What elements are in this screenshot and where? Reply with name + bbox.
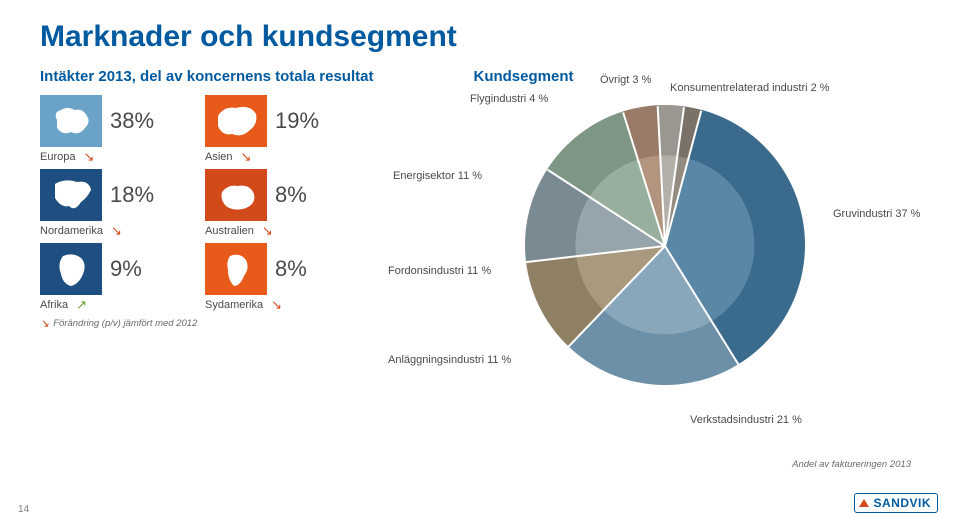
pie-slice-label: Anläggningsindustri 11 %	[388, 354, 511, 366]
region-label: Afrika	[40, 299, 68, 311]
region-tile	[40, 243, 102, 295]
regions-grid: 38%Europa↘19%Asien↘18%Nordamerika↘8%Aust…	[40, 95, 400, 330]
continent-icon	[212, 250, 260, 288]
region-tile	[205, 169, 267, 221]
trend-arrow-icon: ↘	[241, 149, 252, 165]
region-percent: 8%	[275, 256, 307, 282]
continent-icon	[47, 176, 95, 214]
trend-arrow-icon: ↘	[271, 297, 282, 313]
continent-icon	[47, 250, 95, 288]
region-label: Sydamerika	[205, 299, 263, 311]
brand-logo: SANDVIK	[854, 493, 938, 513]
pie-slice-label: Konsumentrelaterad industri 2 %	[670, 82, 830, 94]
trend-arrow-icon: ↘	[111, 223, 122, 239]
region-tile	[40, 95, 102, 147]
region-tile	[40, 169, 102, 221]
pie-slice-label: Övrigt 3 %	[600, 74, 651, 86]
region-label: Australien	[205, 225, 254, 237]
region-label: Nordamerika	[40, 225, 103, 237]
pie-chart	[525, 105, 805, 385]
subtitle-left: Intäkter 2013, del av koncernens totala …	[40, 68, 373, 85]
region-block: 9% Afrika ↗	[40, 243, 150, 313]
pie-slice-label: Fordonsindustri 11 %	[388, 265, 491, 277]
logo-triangle-icon	[859, 499, 869, 507]
pie-chart-wrap: Gruvindustri 37 %Verkstadsindustri 21 %A…	[415, 70, 915, 470]
pie-footer-note: Andel av faktureringen 2013	[792, 459, 911, 470]
page-number: 14	[18, 504, 29, 515]
trend-arrow-icon: ↘	[40, 317, 49, 330]
region-label: Europa	[40, 151, 75, 163]
trend-arrow-icon: ↗	[76, 297, 87, 313]
continent-icon	[47, 102, 95, 140]
region-block: 8% Australien ↘	[205, 169, 315, 239]
region-block: 19%Asien↘	[205, 95, 315, 165]
pie-slice-label: Gruvindustri 37 %	[833, 208, 920, 220]
region-percent: 9%	[110, 256, 142, 282]
region-percent: 19%	[275, 108, 319, 134]
content-area: 38%Europa↘19%Asien↘18%Nordamerika↘8%Aust…	[40, 85, 920, 465]
compare-text: Förändring (p/v) jämfört med 2012	[53, 318, 197, 329]
compare-note: ↘ Förändring (p/v) jämfört med 2012	[40, 317, 400, 330]
region-block: 8% Sydamerika ↘	[205, 243, 315, 313]
page-title: Marknader och kundsegment	[40, 20, 920, 54]
trend-arrow-icon: ↘	[83, 149, 94, 165]
region-percent: 38%	[110, 108, 154, 134]
pie-slice-label: Flygindustri 4 %	[470, 93, 548, 105]
trend-arrow-icon: ↘	[262, 223, 273, 239]
region-block: 18%Nordamerika↘	[40, 169, 150, 239]
pie-slice-label: Energisektor 11 %	[393, 170, 482, 182]
region-block: 38%Europa↘	[40, 95, 150, 165]
region-percent: 8%	[275, 182, 307, 208]
continent-icon	[212, 102, 260, 140]
pie-slice-label: Verkstadsindustri 21 %	[690, 414, 802, 426]
logo-text: SANDVIK	[873, 496, 931, 510]
continent-icon	[212, 176, 260, 214]
region-tile	[205, 243, 267, 295]
region-label: Asien	[205, 151, 233, 163]
region-tile	[205, 95, 267, 147]
region-percent: 18%	[110, 182, 154, 208]
